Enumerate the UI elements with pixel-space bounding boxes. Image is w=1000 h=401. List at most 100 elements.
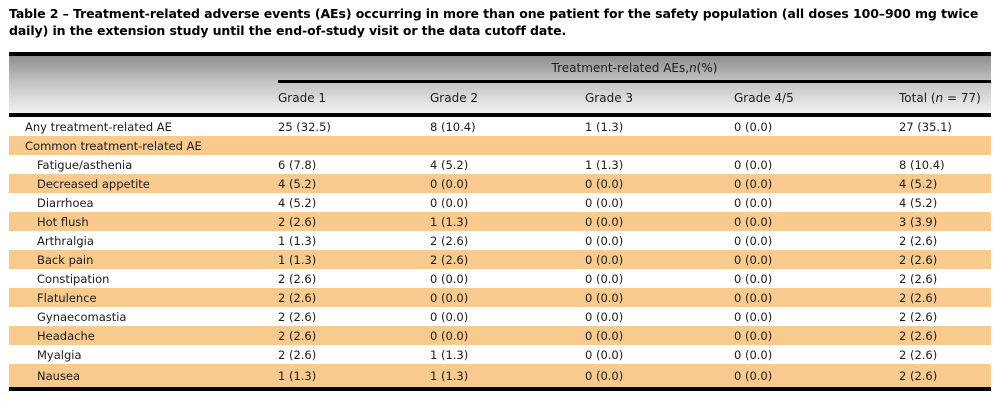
col-header-grade-1: Grade 1 (278, 91, 327, 105)
cell-value: 0 (0.0) (585, 309, 624, 324)
table-row: Hot flush 2 (2.6) 1 (1.3) 0 (0.0) 0 (0.0… (9, 212, 991, 231)
row-label: Headache (37, 328, 95, 343)
cell-value: 0 (0.0) (430, 328, 469, 343)
cell-value: 1 (1.3) (278, 252, 317, 267)
cell-value: 1 (1.3) (430, 214, 469, 229)
cell-value: 0 (0.0) (585, 176, 624, 191)
total-header-post: = 77) (943, 91, 981, 105)
table-row: Myalgia 2 (2.6) 1 (1.3) 0 (0.0) 0 (0.0) … (9, 345, 991, 364)
cell-value: 0 (0.0) (734, 271, 773, 286)
cell-value: 2 (2.6) (899, 233, 938, 248)
cell-value: 0 (0.0) (734, 214, 773, 229)
table-body: Any treatment-related AE 25 (32.5) 8 (10… (9, 117, 991, 387)
spanner-row: Treatment-related AEs, n (%) (9, 56, 991, 83)
cell-value: 2 (2.6) (899, 271, 938, 286)
spanner-text-pre: Treatment-related AEs, (551, 60, 690, 75)
row-label: Arthralgia (37, 233, 94, 248)
cell-value: 8 (10.4) (899, 157, 945, 172)
col-header-grade-2: Grade 2 (430, 91, 479, 105)
cell-value: 2 (2.6) (899, 309, 938, 324)
cell-value: 0 (0.0) (734, 347, 773, 362)
row-label: Flatulence (37, 290, 97, 305)
row-label: Any treatment-related AE (25, 119, 172, 134)
row-label: Common treatment-related AE (25, 138, 202, 153)
table-row: Gynaecomastia 2 (2.6) 0 (0.0) 0 (0.0) 0 … (9, 307, 991, 326)
cell-value: 4 (5.2) (899, 176, 938, 191)
cell-value: 8 (10.4) (430, 119, 476, 134)
table-row: Nausea 1 (1.3) 1 (1.3) 0 (0.0) 0 (0.0) 2… (9, 364, 991, 387)
col-header-total: Total (n = 77) (899, 91, 991, 105)
cell-value: 2 (2.6) (899, 252, 938, 267)
table-row: Common treatment-related AE (9, 136, 991, 155)
cell-value: 1 (1.3) (278, 368, 317, 383)
cell-value: 2 (2.6) (278, 271, 317, 286)
table-header: Treatment-related AEs, n (%) Grade 1 Gra… (9, 56, 991, 113)
table-row: Arthralgia 1 (1.3) 2 (2.6) 0 (0.0) 0 (0.… (9, 231, 991, 250)
table-row: Back pain 1 (1.3) 2 (2.6) 0 (0.0) 0 (0.0… (9, 250, 991, 269)
table-row: Diarrhoea 4 (5.2) 0 (0.0) 0 (0.0) 0 (0.0… (9, 193, 991, 212)
cell-value: 0 (0.0) (734, 195, 773, 210)
cell-value: 1 (1.3) (430, 347, 469, 362)
table-row: Fatigue/asthenia 6 (7.8) 4 (5.2) 1 (1.3)… (9, 155, 991, 174)
spanner-text-post: (%) (696, 60, 718, 75)
spanner-spacer (9, 56, 278, 83)
row-label: Nausea (37, 368, 81, 383)
cell-value: 0 (0.0) (734, 233, 773, 248)
cell-value: 4 (5.2) (430, 157, 469, 172)
row-label: Myalgia (37, 347, 82, 362)
cell-value: 0 (0.0) (430, 176, 469, 191)
row-label: Constipation (37, 271, 110, 286)
spanner-header: Treatment-related AEs, n (%) (278, 56, 991, 83)
cell-value: 1 (1.3) (278, 233, 317, 248)
cell-value: 0 (0.0) (734, 328, 773, 343)
cell-value: 0 (0.0) (585, 233, 624, 248)
col-header-grade-4-5: Grade 4/5 (734, 91, 794, 105)
cell-value: 0 (0.0) (734, 252, 773, 267)
header-bottom-border (9, 113, 991, 117)
table-row: Constipation 2 (2.6) 0 (0.0) 0 (0.0) 0 (… (9, 269, 991, 288)
cell-value: 0 (0.0) (585, 195, 624, 210)
cell-value: 0 (0.0) (585, 328, 624, 343)
cell-value: 4 (5.2) (278, 176, 317, 191)
cell-value: 0 (0.0) (734, 309, 773, 324)
row-label: Gynaecomastia (37, 309, 127, 324)
table-row: Flatulence 2 (2.6) 0 (0.0) 0 (0.0) 0 (0.… (9, 288, 991, 307)
cell-value: 2 (2.6) (430, 252, 469, 267)
cell-value: 4 (5.2) (899, 195, 938, 210)
table-row: Any treatment-related AE 25 (32.5) 8 (10… (9, 117, 991, 136)
cell-value: 2 (2.6) (278, 309, 317, 324)
cell-value: 0 (0.0) (430, 290, 469, 305)
cell-value: 0 (0.0) (430, 271, 469, 286)
cell-value: 0 (0.0) (734, 176, 773, 191)
total-header-pre: Total ( (899, 91, 936, 105)
cell-value: 0 (0.0) (734, 157, 773, 172)
row-label: Fatigue/asthenia (37, 157, 133, 172)
cell-value: 2 (2.6) (278, 214, 317, 229)
cell-value: 0 (0.0) (585, 290, 624, 305)
table-caption: Table 2 – Treatment-related adverse even… (9, 6, 979, 38)
cell-value: 0 (0.0) (430, 195, 469, 210)
cell-value: 0 (0.0) (734, 119, 773, 134)
cell-value: 25 (32.5) (278, 119, 331, 134)
cell-value: 0 (0.0) (585, 214, 624, 229)
cell-value: 3 (3.9) (899, 214, 938, 229)
cell-value: 6 (7.8) (278, 157, 317, 172)
table-bottom-border (9, 387, 991, 391)
cell-value: 1 (1.3) (430, 368, 469, 383)
row-label: Decreased appetite (37, 176, 150, 191)
adverse-events-table: Treatment-related AEs, n (%) Grade 1 Gra… (9, 52, 991, 391)
cell-value: 2 (2.6) (899, 328, 938, 343)
cell-value: 2 (2.6) (899, 368, 938, 383)
col-header-grade-3: Grade 3 (585, 91, 634, 105)
cell-value: 1 (1.3) (585, 119, 624, 134)
table-top-border (9, 52, 991, 56)
column-header-row: Grade 1 Grade 2 Grade 3 Grade 4/5 Total … (9, 83, 991, 113)
cell-value: 0 (0.0) (585, 347, 624, 362)
cell-value: 0 (0.0) (734, 290, 773, 305)
cell-value: 2 (2.6) (899, 347, 938, 362)
total-header-n: n (935, 91, 944, 105)
cell-value: 0 (0.0) (430, 309, 469, 324)
table-row: Headache 2 (2.6) 0 (0.0) 0 (0.0) 0 (0.0)… (9, 326, 991, 345)
cell-value: 0 (0.0) (585, 368, 624, 383)
